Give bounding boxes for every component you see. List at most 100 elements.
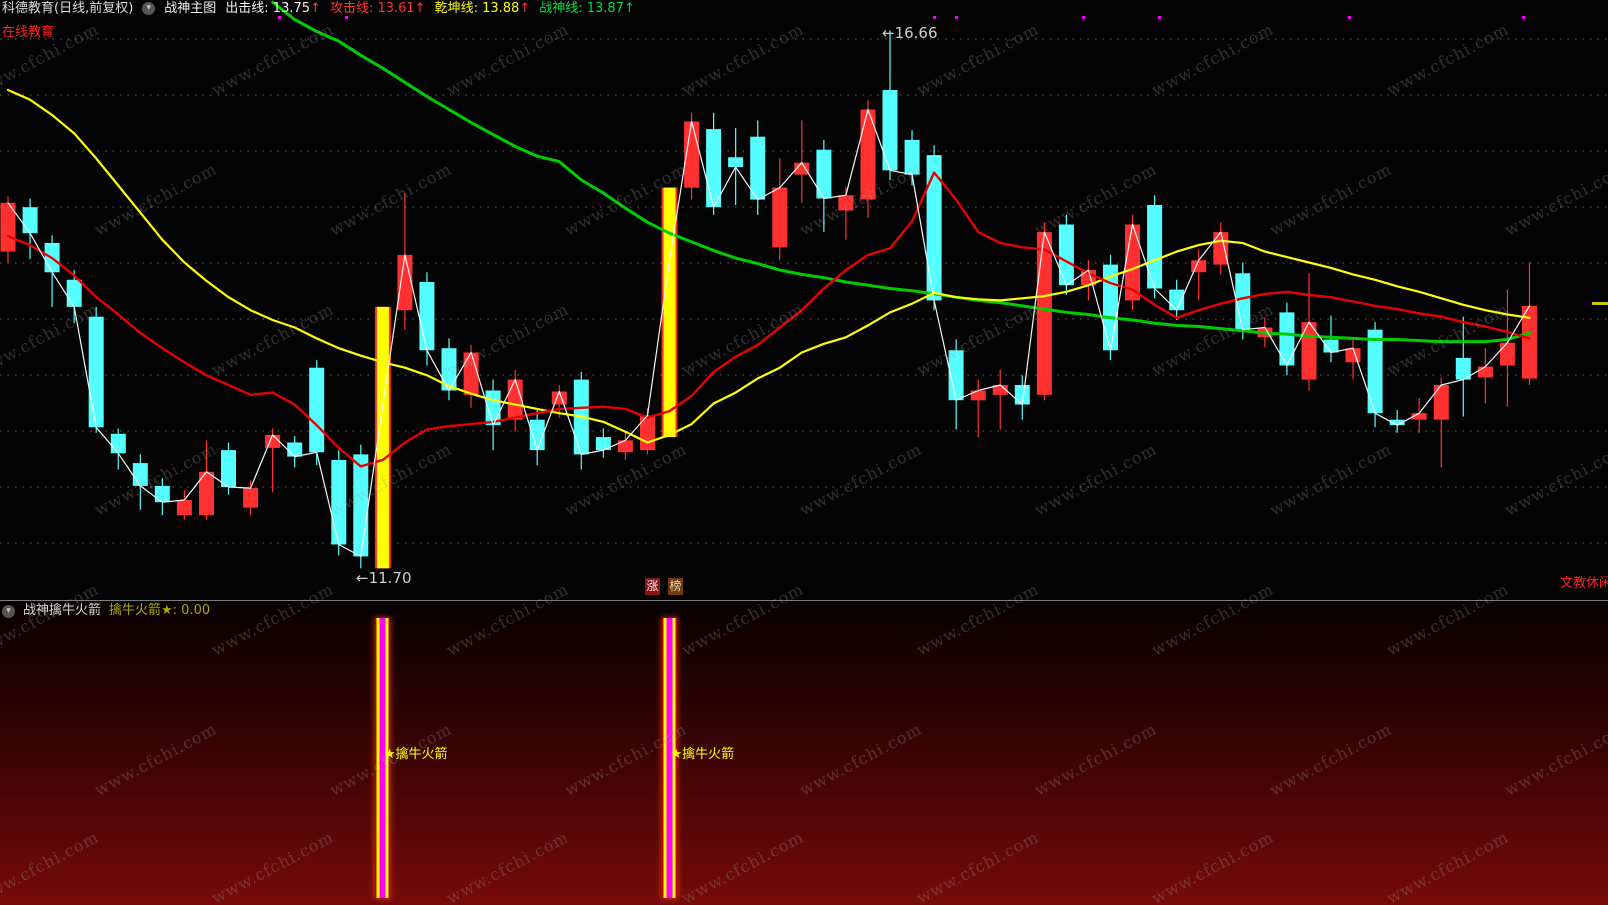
candle-body[interactable] [1213,232,1229,265]
up-arrow-icon: ↑ [414,0,426,16]
candle-body[interactable] [1389,419,1405,426]
candle-body[interactable] [110,433,126,454]
candle-body[interactable] [794,162,810,175]
signal-dot [933,16,936,19]
candle-body[interactable] [199,471,214,516]
candle-body[interactable] [1477,366,1493,378]
main-candlestick-chart[interactable] [0,0,1608,600]
ma-line-yellow [6,88,1531,444]
indicator-values: 出击线: 13.75↑ 攻击线: 13.61↑ 乾坤线: 13.88↑ 战神线: 13… [225,1,641,16]
candle-body[interactable] [463,352,479,395]
candle-body[interactable] [1235,273,1251,330]
candle-body[interactable] [1301,322,1317,380]
low-price-annotation: ←11.70 [356,569,412,587]
up-arrow-icon: ↑ [310,0,321,16]
candle-body[interactable] [1191,260,1207,273]
candle-body[interactable] [176,500,192,516]
candle-body[interactable] [265,434,281,448]
candle-body[interactable] [507,379,523,420]
indicator-item: 乾坤线: 13.88↑ [434,0,531,16]
sector-tag-left[interactable]: 在线教育 [2,25,55,40]
candle-body[interactable] [529,419,545,451]
candle-body[interactable] [441,348,457,391]
candle-body[interactable] [287,442,303,457]
candle-body[interactable] [397,254,413,311]
candle-body[interactable] [772,187,788,248]
sub-indicator-value: 擒牛火箭★: 0.00 [109,603,211,618]
candle-body[interactable] [992,385,1008,395]
candle-body[interactable] [1323,339,1339,353]
candle-body[interactable] [154,485,170,503]
candle-body[interactable] [1522,305,1537,379]
candle-body[interactable] [750,136,766,200]
indicator-item: 战神线: 13.87↑ [539,0,635,16]
candle-body[interactable] [904,139,920,175]
chevron-down-icon[interactable]: ▾ [142,1,156,15]
stock-title: 科德教育(日线,前复权) [2,0,134,16]
up-arrow-icon: ↑ [519,0,531,16]
candle-body[interactable] [66,279,82,307]
high-price-annotation: ←16.66 [882,24,938,42]
signal-dot [345,16,348,19]
candle-body[interactable] [595,437,611,451]
candle-body[interactable] [1279,312,1295,366]
rocket-signal-label: ★擒牛火箭 [383,747,448,762]
candle-body[interactable] [706,129,722,208]
candle-body[interactable] [728,157,744,168]
candle-body[interactable] [331,459,347,545]
candle-body[interactable] [1367,329,1383,414]
candle-body[interactable] [860,109,876,200]
candle-body[interactable] [926,155,942,301]
candle-body[interactable] [419,282,435,351]
badge-bang[interactable]: 榜 [668,578,683,595]
candle-body[interactable] [1147,205,1163,289]
signal-dot [1522,16,1525,19]
candle-body[interactable] [882,90,898,171]
candle-body[interactable] [617,440,633,453]
candle-body[interactable] [309,367,325,453]
candle-body[interactable] [1345,348,1361,363]
signal-column[interactable] [663,187,676,438]
indicator-panel-name: 战神主图 [164,0,217,16]
rocket-signal-label: ★擒牛火箭 [670,747,735,762]
candle-body[interactable] [948,350,964,401]
sub-indicator-panel[interactable]: ▾ 战神擒牛火箭 擒牛火箭★: 0.00 ★擒牛火箭 ★擒牛火箭 [0,601,1608,905]
signal-dot [1158,16,1161,19]
candle-body[interactable] [1058,224,1074,286]
indicator-item: 出击线: 13.75↑ [225,0,321,16]
right-edge-tick [1592,302,1608,305]
sub-panel-title: 战神擒牛火箭 [23,603,102,618]
candle-body[interactable] [221,450,236,487]
ma-line-red [6,171,1531,468]
candle-body[interactable] [132,463,148,486]
signal-dot [1082,16,1085,19]
candle-body[interactable] [243,488,259,508]
candle-body[interactable] [1169,289,1185,311]
signal-column[interactable] [376,306,389,569]
sector-tag-right[interactable]: 文教休闲 [1560,576,1608,591]
main-chart-header: 科德教育(日线,前复权) ▾ 战神主图 出击线: 13.75↑ 攻击线: 13.6… [0,0,1608,16]
chevron-down-icon[interactable]: ▾ [2,604,15,618]
close-line-white [7,108,1531,558]
candle-body[interactable] [838,195,854,211]
candle-body[interactable] [551,391,567,405]
candle-body[interactable] [1499,342,1515,366]
candle-body[interactable] [353,454,369,557]
candle-body[interactable] [1036,232,1052,395]
candle-body[interactable] [816,149,832,199]
candle-body[interactable] [1411,413,1427,420]
candle-body[interactable] [1455,357,1471,380]
rocket-signal-bar[interactable] [375,618,391,898]
candle-body[interactable] [970,390,986,401]
rocket-signal-bar[interactable] [662,618,677,898]
candle-body[interactable] [0,202,16,252]
signal-dot [1348,16,1351,19]
candle-body[interactable] [1433,385,1449,420]
candle-body[interactable] [1014,385,1030,405]
candle-body[interactable] [88,316,104,428]
panel-divider[interactable] [0,600,1608,601]
badge-zhang[interactable]: 涨 [645,578,660,595]
up-arrow-icon: ↑ [623,0,635,16]
candle-body[interactable] [22,207,38,234]
